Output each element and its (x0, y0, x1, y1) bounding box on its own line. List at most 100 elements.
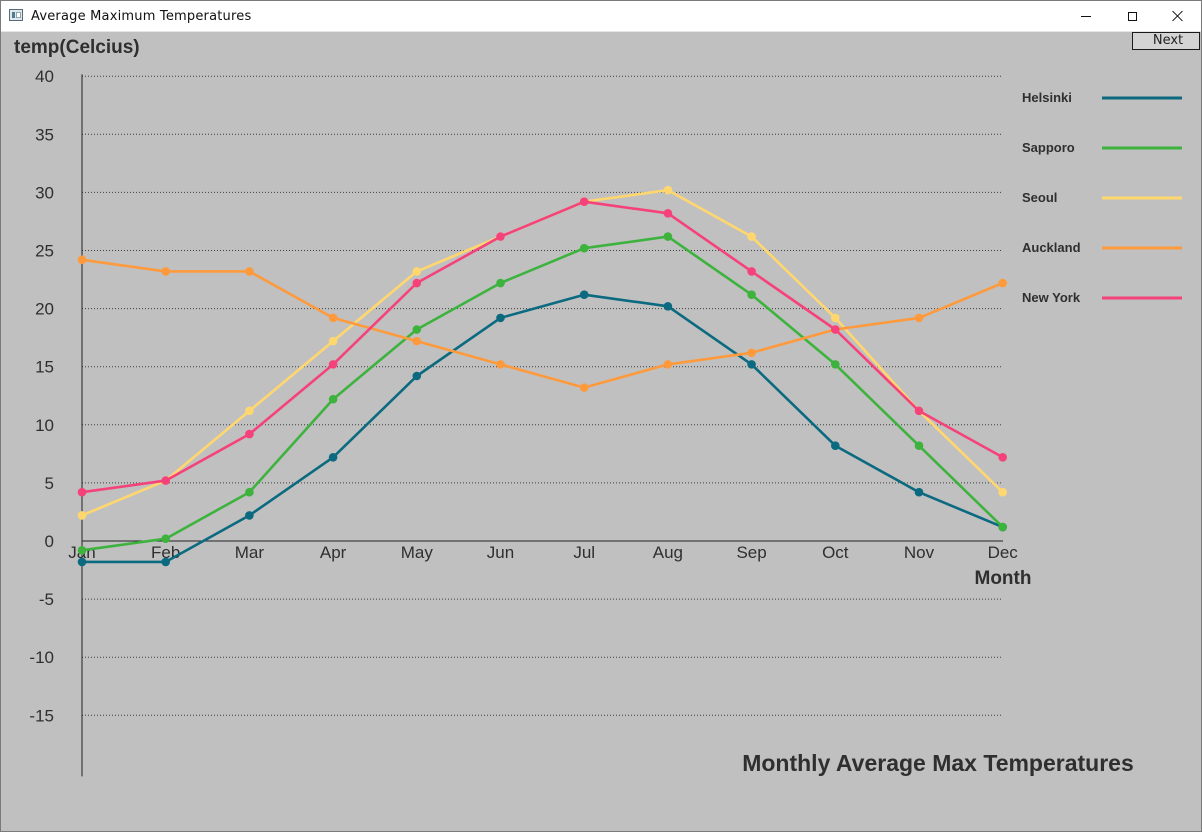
data-point (161, 557, 170, 567)
data-point (412, 267, 422, 276)
maximize-button[interactable] (1109, 1, 1155, 31)
data-point (747, 290, 756, 299)
minimize-button[interactable] (1063, 1, 1109, 31)
x-tick-label: Jul (573, 543, 595, 562)
next-button[interactable]: Next (1132, 32, 1200, 50)
x-tick-label: May (401, 543, 434, 562)
data-point (412, 371, 422, 381)
series-line-new-york (81, 200, 1004, 494)
series-line-helsinki (82, 293, 1004, 564)
x-tick-label: Mar (235, 543, 265, 562)
chart-title: Monthly Average Max Temperatures (742, 750, 1134, 776)
data-point (77, 487, 87, 497)
data-point (998, 487, 1007, 497)
data-point (245, 429, 254, 439)
y-axis-label: temp(Celcius) (14, 37, 140, 58)
series-helsinki (77, 290, 1007, 567)
x-tick-labels: JanFebMarAprMayJunJulAugSepOctNovDec (68, 543, 1018, 562)
series-sapporo (77, 232, 1007, 555)
y-tick-label: -15 (29, 706, 54, 725)
x-tick-label: Sep (736, 543, 766, 562)
data-point (831, 360, 840, 369)
data-point (77, 545, 87, 555)
data-point (579, 243, 589, 253)
y-tick-label: -10 (29, 648, 54, 667)
data-point (77, 255, 87, 265)
x-tick-label: Aug (653, 543, 683, 562)
data-point (747, 232, 756, 241)
data-point (663, 209, 673, 218)
next-button-label: Next (1152, 33, 1184, 48)
data-point (328, 336, 338, 346)
legend-label-helsinki: Helsinki (1022, 90, 1072, 105)
data-point (77, 557, 87, 567)
y-tick-label: 0 (45, 532, 54, 551)
data-point (663, 360, 673, 369)
y-tick-label: 10 (35, 416, 54, 435)
data-point (328, 360, 338, 369)
data-point (998, 278, 1007, 288)
data-point (998, 522, 1007, 532)
data-point (747, 267, 756, 276)
data-point (245, 267, 254, 276)
data-point (496, 360, 505, 369)
y-tick-label: 15 (35, 358, 54, 377)
legend-label-auckland: Auckland (1022, 240, 1081, 255)
data-point (496, 313, 505, 323)
data-point (161, 476, 170, 485)
data-point (663, 301, 673, 311)
y-tick-label: 30 (35, 183, 54, 202)
legend-label-new-york: New York (1022, 290, 1081, 305)
x-tick-label: Jun (487, 543, 514, 562)
maximize-icon (1127, 11, 1137, 21)
y-tick-label: 20 (35, 300, 54, 319)
data-point (412, 278, 422, 288)
data-point (328, 453, 338, 462)
data-point (161, 267, 170, 276)
data-point (161, 534, 170, 543)
data-point (579, 197, 589, 206)
y-tick-label: 5 (45, 474, 54, 493)
data-point (663, 232, 673, 241)
app-icon (9, 9, 23, 21)
y-tick-label: 35 (35, 125, 54, 144)
data-point (747, 360, 756, 369)
series-auckland (77, 255, 1007, 392)
x-tick-label: Nov (904, 543, 935, 562)
y-tick-label: 25 (35, 242, 54, 261)
series-lines (77, 185, 1007, 567)
legend: Helsinki Sapporo Seoul Auckland New York (1022, 90, 1182, 305)
x-tick-label: Apr (320, 543, 347, 562)
legend-label-sapporo: Sapporo (1022, 140, 1075, 155)
series-new-york (77, 197, 1007, 497)
window-title: Average Maximum Temperatures (31, 9, 252, 24)
data-point (914, 313, 924, 323)
data-point (77, 511, 87, 520)
data-point (245, 406, 254, 416)
grid-lines (82, 75, 1003, 716)
title-bar[interactable]: Average Maximum Temperatures (1, 1, 1201, 32)
series-line-seoul (81, 188, 1004, 517)
data-point (412, 325, 422, 334)
data-point (328, 394, 338, 404)
data-point (914, 441, 924, 451)
series-line-sapporo (81, 235, 1004, 552)
x-tick-label: Oct (822, 543, 849, 562)
data-point (831, 441, 840, 451)
data-point (831, 313, 840, 323)
y-tick-label: 40 (35, 67, 54, 86)
y-tick-label: -5 (39, 590, 54, 609)
data-point (245, 511, 254, 520)
data-point (579, 290, 589, 299)
x-tick-label: Dec (988, 543, 1019, 562)
data-point (412, 336, 422, 346)
data-point (831, 325, 840, 334)
legend-label-seoul: Seoul (1022, 190, 1057, 205)
y-tick-labels: 40 35 30 25 20 15 10 5 0 -5 -10 -15 (29, 67, 54, 725)
data-point (579, 383, 589, 392)
data-point (747, 348, 756, 358)
data-point (663, 185, 673, 195)
data-point (998, 453, 1007, 462)
data-point (496, 232, 505, 241)
